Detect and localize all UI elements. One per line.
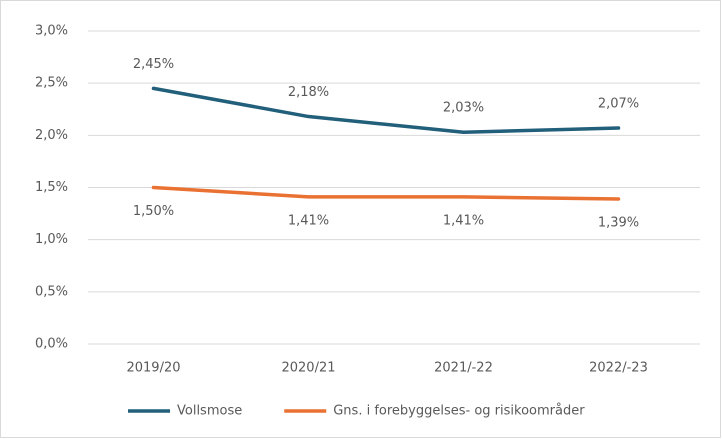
y-tick-label: 2,5% [35,76,68,91]
series-line [151,86,621,134]
x-tick-label: 2022/-23 [589,361,648,376]
x-tick-label: 2019/20 [126,361,180,376]
y-tick-label: 2,0% [35,128,68,143]
data-label: 1,39% [598,215,639,230]
data-label: 1,41% [443,213,484,228]
legend-label: Vollsmose [177,404,242,419]
legend-label: Gns. i forebyggelses- og risikoområder [333,404,585,419]
data-label: 1,41% [288,213,329,228]
y-tick-label: 0,5% [35,284,68,299]
y-tick-label: 3,0% [35,24,68,39]
y-tick-label: 0,0% [35,337,68,352]
series-line [151,185,621,201]
data-label: 2,45% [133,57,174,72]
y-tick-label: 1,0% [35,232,68,247]
x-tick-label: 2021/-22 [434,361,493,376]
data-label: 2,07% [598,97,639,112]
x-tick-label: 2020/21 [281,361,335,376]
data-label: 1,50% [133,204,174,219]
data-label: 2,03% [443,101,484,116]
data-label: 2,18% [288,85,329,100]
y-tick-label: 1,5% [35,180,68,195]
